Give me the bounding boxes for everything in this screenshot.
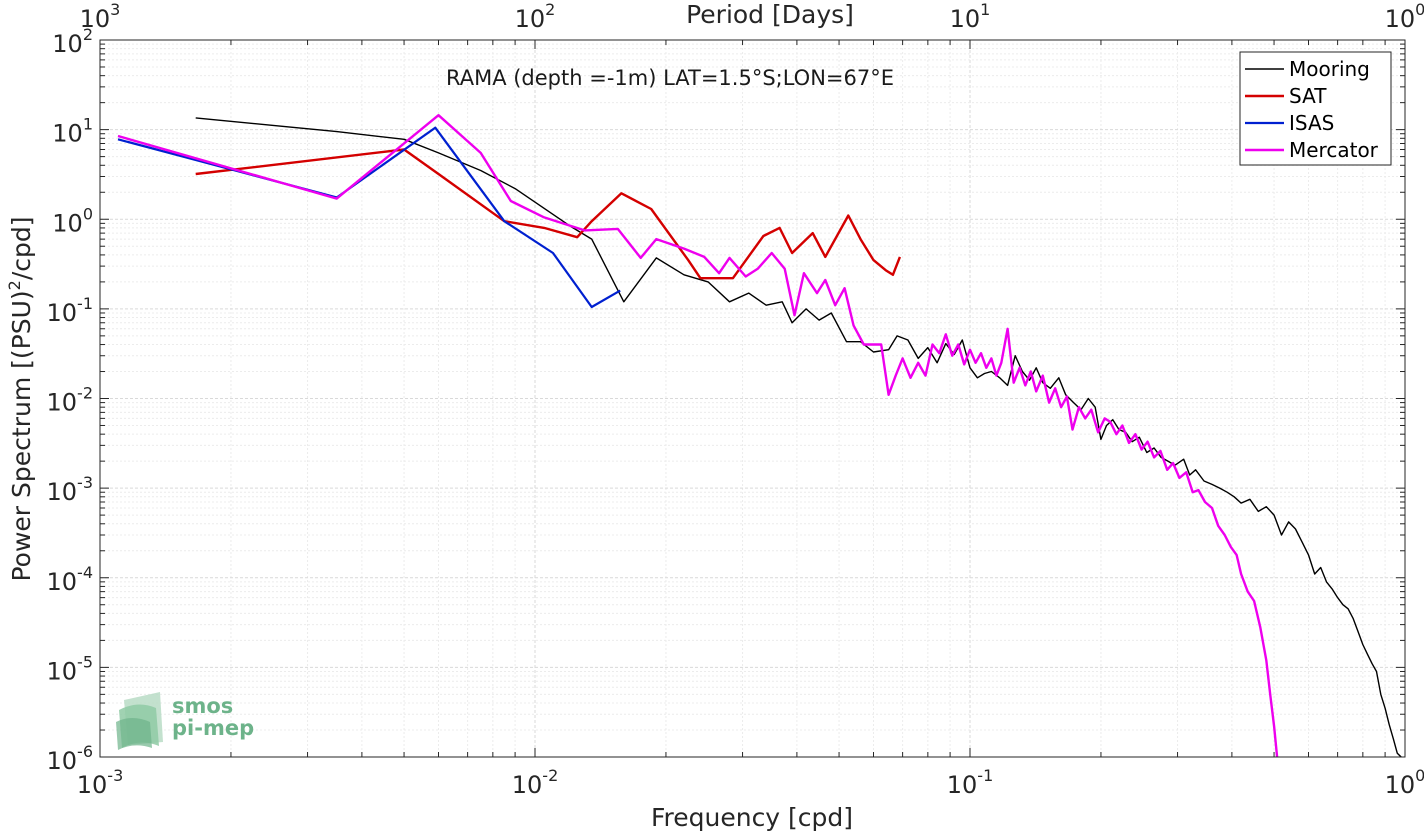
grid-lines [99, 39, 1406, 758]
y-tick-label-exp: 0 [83, 204, 93, 223]
y-tick-label-exp: -5 [77, 652, 93, 671]
top-tick-label-base: 10 [80, 5, 111, 33]
y-tick-label-base: 10 [47, 478, 78, 506]
y-tick-label-exp: -4 [77, 563, 93, 582]
y-tick-label-base: 10 [52, 209, 83, 237]
top-tick-label-exp: 3 [110, 0, 120, 19]
logo-shape-front [116, 718, 152, 750]
y-tick-label-base: 10 [47, 389, 78, 417]
y-tick-label: 10-5 [47, 652, 94, 685]
x-tick-label-exp: -2 [542, 766, 558, 785]
series-layer [117, 114, 1402, 758]
top-tick-label-exp: 0 [1415, 0, 1424, 19]
x-tick-label: 10-3 [77, 766, 124, 799]
x-axis-title: Frequency [cpd] [651, 803, 853, 832]
y-tick-label-exp: -6 [77, 742, 93, 761]
y-tick-label-exp: 1 [83, 115, 93, 134]
x-tick-label-base: 10 [1385, 771, 1416, 799]
top-tick-label-exp: 2 [545, 0, 555, 19]
smos-pimep-logo: smos pi-mep [116, 692, 254, 750]
legend: Mooring SAT ISAS Mercator [1239, 51, 1392, 166]
y-tick-label-exp: 2 [83, 25, 93, 44]
y-axis-title-tail: /cpd] [7, 217, 36, 281]
top-tick-label-base: 10 [1385, 5, 1416, 33]
x-tick-label-base: 10 [77, 771, 108, 799]
legend-label-sat: SAT [1289, 84, 1327, 108]
y-tick-label: 102 [52, 25, 93, 58]
y-axis-title: Power Spectrum [(PSU)2/cpd] [5, 217, 36, 582]
logo-line-2: pi-mep [172, 716, 254, 740]
series-line-mercator [117, 114, 1279, 758]
series-line-mooring [195, 117, 1402, 758]
x-tick-label: 100 [1385, 766, 1424, 799]
top-tick-label: 101 [950, 0, 991, 33]
top-tick-label: 100 [1385, 0, 1424, 33]
y-tick-label-exp: -2 [77, 384, 93, 403]
legend-label-mercator: Mercator [1289, 138, 1379, 162]
y-tick-label-exp: -1 [77, 294, 93, 313]
x-tick-label-base: 10 [512, 771, 543, 799]
y-tick-label-exp: -3 [77, 473, 93, 492]
top-tick-label: 102 [515, 0, 556, 33]
y-tick-label-base: 10 [47, 657, 78, 685]
y-tick-label: 100 [52, 204, 93, 237]
x-tick-label: 10-2 [512, 766, 559, 799]
x-tick-label-exp: -3 [107, 766, 123, 785]
legend-label-mooring: Mooring [1289, 57, 1370, 81]
y-tick-label: 10-4 [47, 563, 94, 596]
y-tick-label: 10-3 [47, 473, 94, 506]
top-axis-title: Period [Days] [686, 0, 854, 29]
axis-ticks [99, 39, 1406, 758]
legend-label-isas: ISAS [1289, 111, 1334, 135]
series-line-sat [195, 148, 902, 280]
top-tick-label: 103 [80, 0, 121, 33]
y-tick-label-base: 10 [52, 120, 83, 148]
legend-box [1239, 51, 1392, 166]
y-axis-title-main: Power Spectrum [(PSU) [7, 290, 36, 581]
x-tick-label: 10-1 [947, 766, 994, 799]
y-tick-label: 101 [52, 115, 93, 148]
top-tick-label-base: 10 [515, 5, 546, 33]
y-tick-label-base: 10 [47, 568, 78, 596]
y-tick-label: 10-1 [47, 294, 94, 327]
x-tick-label-base: 10 [947, 771, 978, 799]
top-tick-label-base: 10 [950, 5, 981, 33]
x-tick-label-exp: 0 [1415, 766, 1424, 785]
y-tick-label-base: 10 [52, 30, 83, 58]
y-axis-title-sup: 2 [5, 280, 24, 290]
y-tick-label-base: 10 [47, 747, 78, 775]
y-tick-label: 10-6 [47, 742, 94, 775]
logo-line-1: smos [172, 694, 233, 718]
y-tick-label: 10-2 [47, 384, 94, 417]
x-tick-label-exp: -1 [977, 766, 993, 785]
top-tick-label-exp: 1 [980, 0, 990, 19]
y-tick-label-base: 10 [47, 299, 78, 327]
chart-annotation: RAMA (depth =-1m) LAT=1.5°S;LON=67°E [446, 66, 894, 90]
